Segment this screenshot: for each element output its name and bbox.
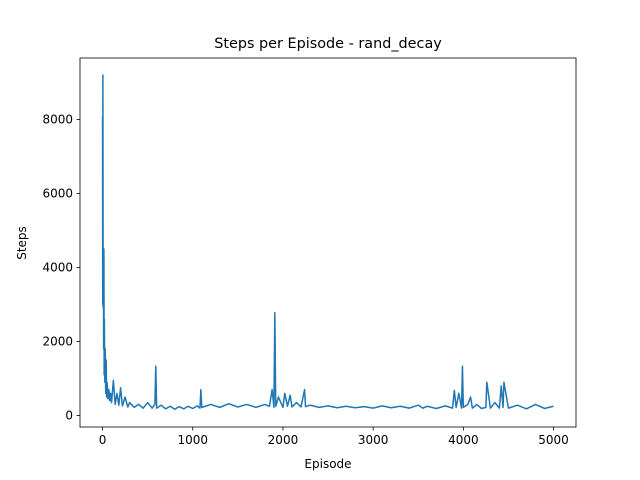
x-tick-label: 3000: [358, 433, 389, 447]
x-tick-label: 1000: [177, 433, 208, 447]
x-tick-label: 5000: [538, 433, 569, 447]
y-tick-label: 6000: [42, 186, 73, 200]
y-tick-label: 4000: [42, 260, 73, 274]
y-tick-label: 2000: [42, 335, 73, 349]
y-tick-label: 8000: [42, 112, 73, 126]
chart-title: Steps per Episode - rand_decay: [214, 36, 442, 52]
x-tick-label: 0: [99, 433, 107, 447]
x-tick-label: 2000: [268, 433, 299, 447]
x-tick-label: 4000: [448, 433, 479, 447]
x-axis-label: Episode: [304, 457, 351, 471]
y-axis-label: Steps: [15, 226, 29, 260]
line-series: [101, 74, 554, 410]
y-tick-label: 0: [65, 409, 73, 423]
axes-frame: [79, 57, 577, 428]
